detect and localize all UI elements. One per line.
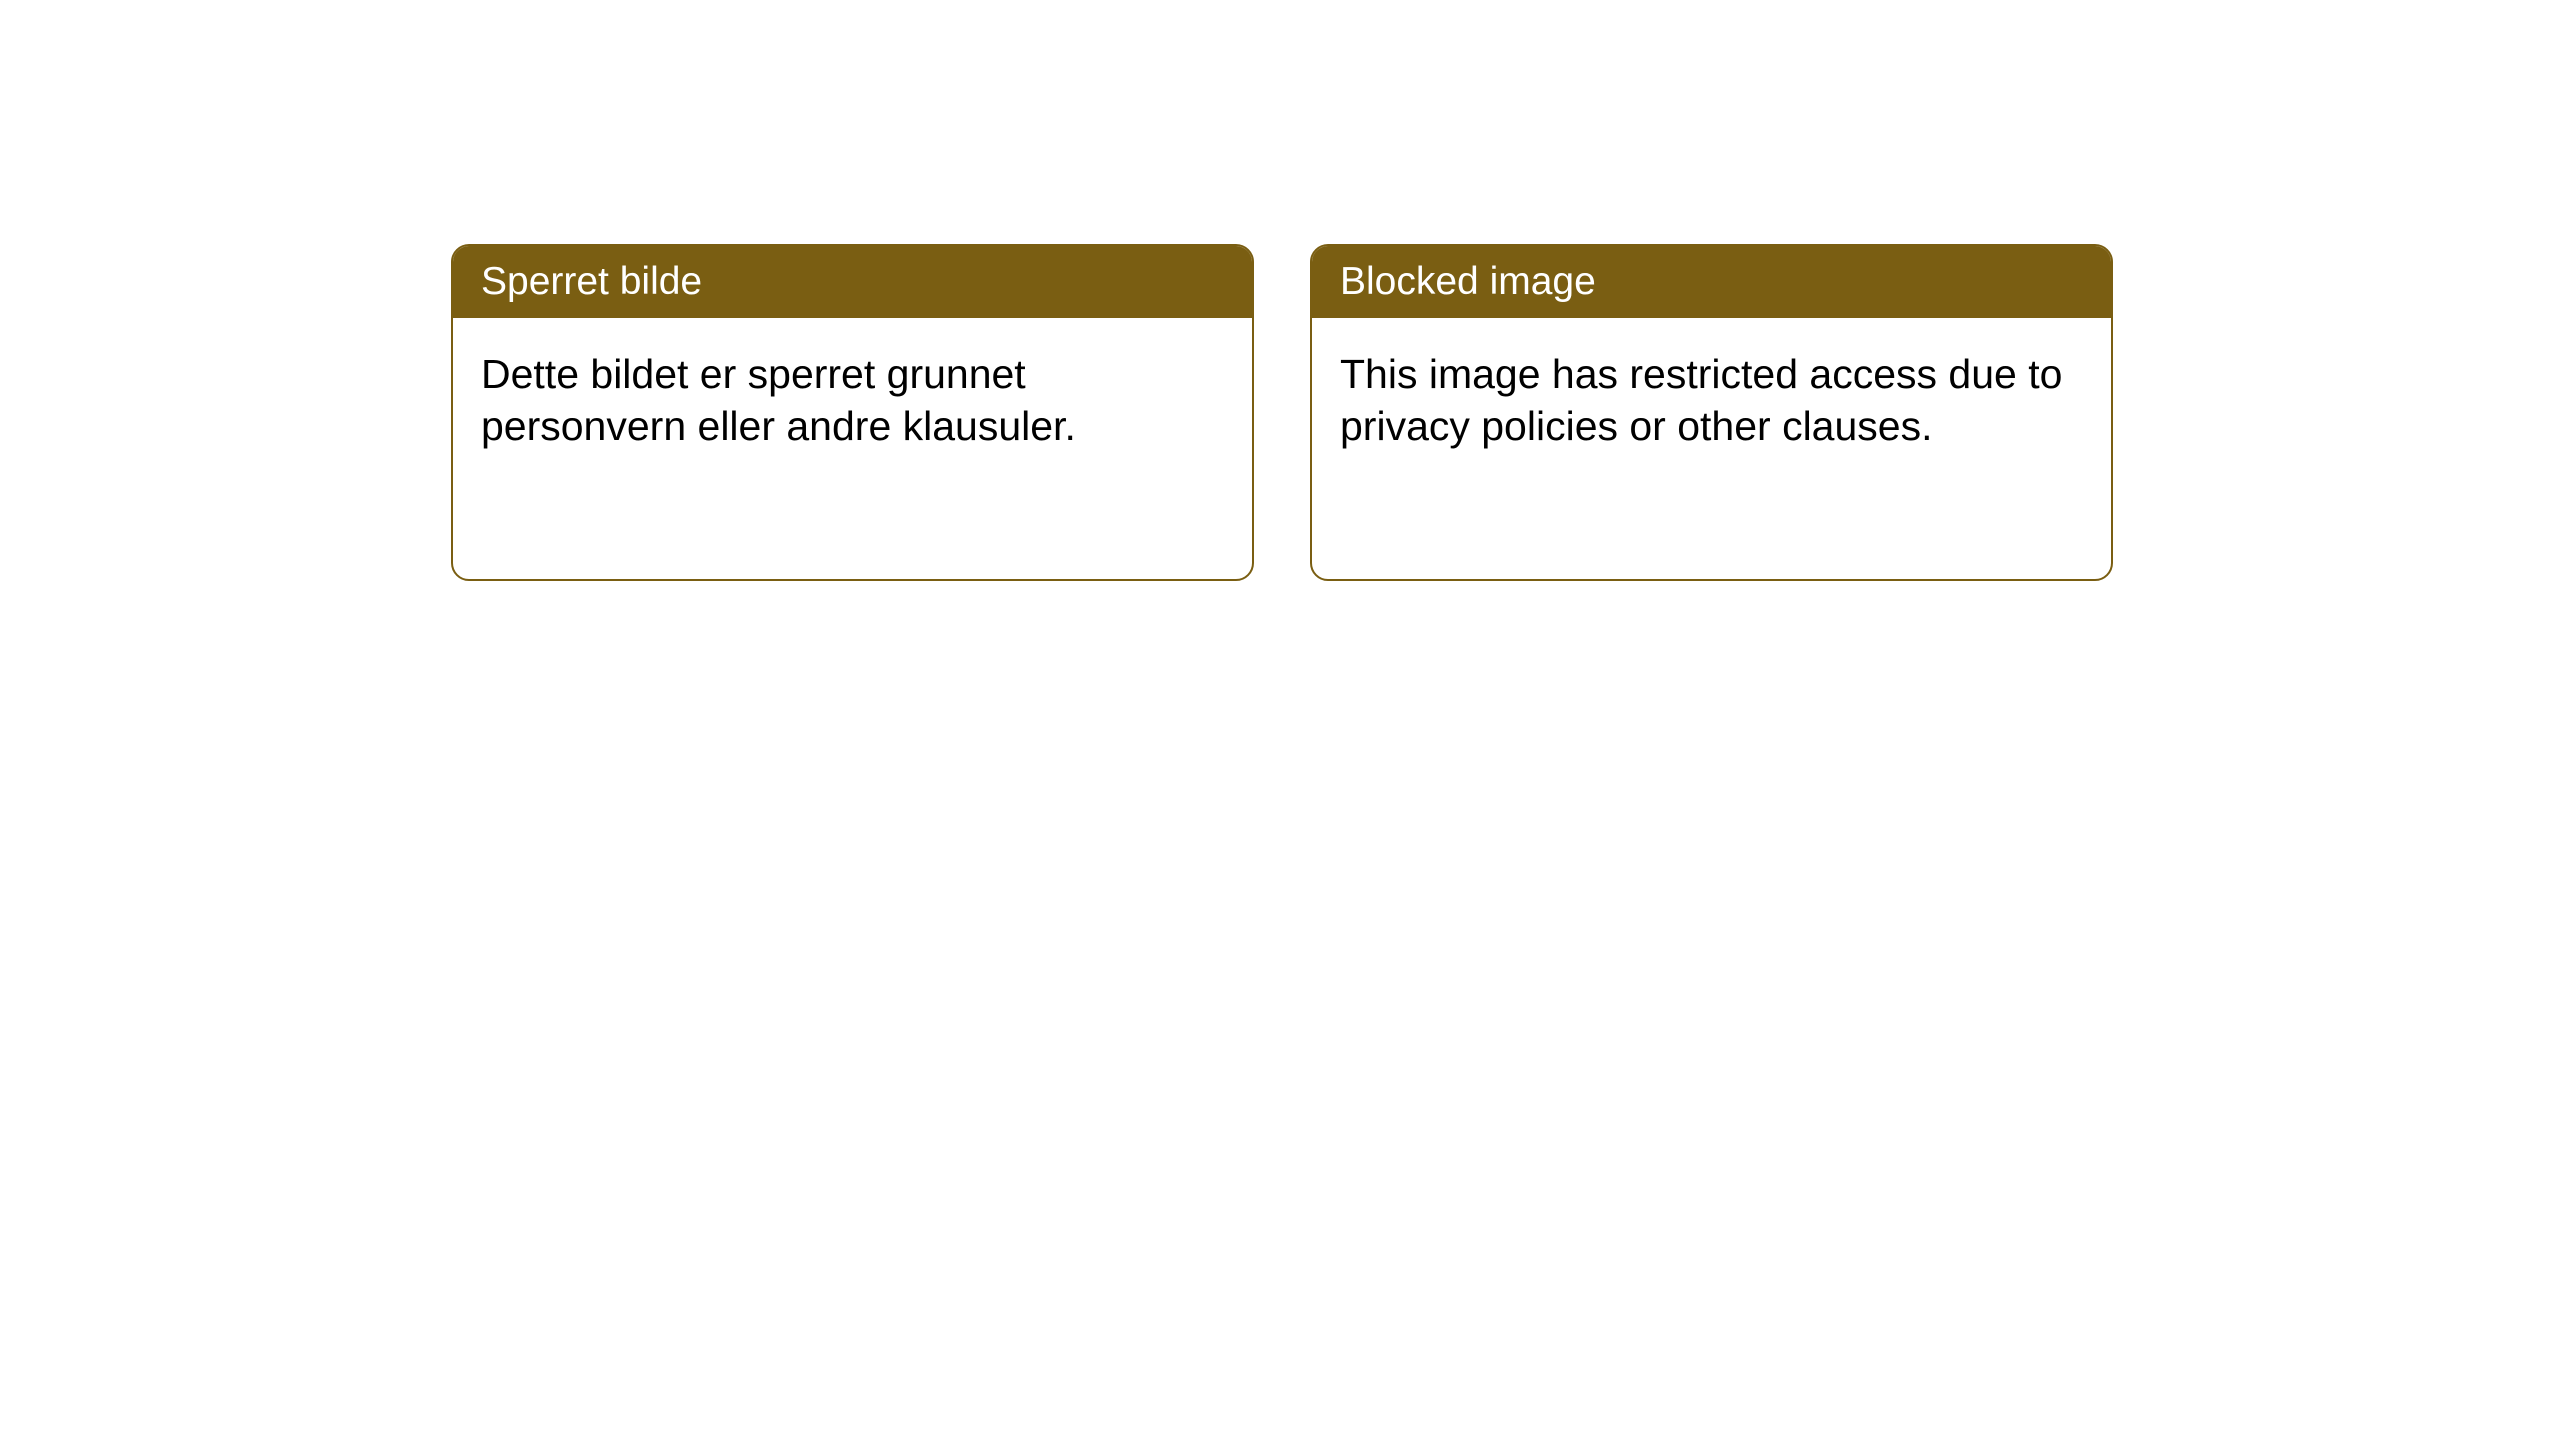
notice-card-header: Sperret bilde — [453, 246, 1252, 318]
notice-card-body: This image has restricted access due to … — [1312, 318, 2111, 483]
notice-card-text: This image has restricted access due to … — [1340, 351, 2062, 449]
notice-card-english: Blocked image This image has restricted … — [1310, 244, 2113, 581]
notice-card-norwegian: Sperret bilde Dette bildet er sperret gr… — [451, 244, 1254, 581]
notice-card-body: Dette bildet er sperret grunnet personve… — [453, 318, 1252, 483]
notice-card-header: Blocked image — [1312, 246, 2111, 318]
notice-cards-container: Sperret bilde Dette bildet er sperret gr… — [451, 244, 2113, 581]
notice-card-text: Dette bildet er sperret grunnet personve… — [481, 351, 1076, 449]
notice-card-title: Blocked image — [1340, 260, 1596, 303]
notice-card-title: Sperret bilde — [481, 260, 702, 303]
